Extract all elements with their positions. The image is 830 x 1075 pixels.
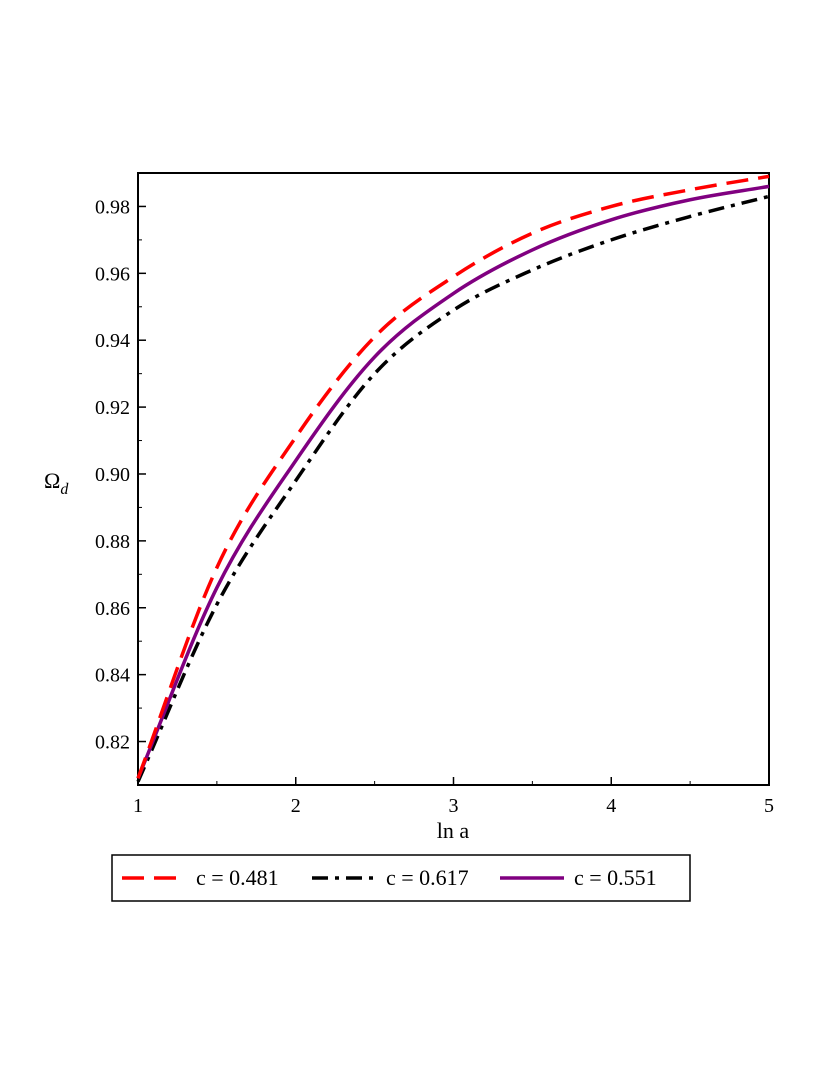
legend: c = 0.481 c = 0.617 c = 0.551: [111, 854, 691, 902]
y-tick-label: 0.88: [95, 531, 130, 553]
x-tick-label: 2: [291, 795, 301, 817]
x-tick-label: 4: [606, 795, 616, 817]
y-tick-label: 0.86: [95, 598, 130, 620]
y-axis: 0.82 0.84 0.86 0.88 0.90 0.92 0.94 0.96 0.98: [95, 196, 146, 754]
y-tick-label: 0.94: [95, 330, 130, 352]
y-tick-label: 0.82: [95, 732, 130, 754]
y-axis-label: Ωd: [44, 468, 69, 498]
legend-label-3: c = 0.551: [574, 865, 657, 890]
x-tick-label: 3: [449, 795, 459, 817]
series-line-1: [136, 174, 770, 779]
legend-label-1: c = 0.481: [196, 865, 279, 890]
x-axis-label: ln a: [437, 818, 470, 843]
series-layer: [136, 174, 770, 783]
y-tick-label: 0.98: [95, 196, 130, 218]
y-tick-label: 0.84: [95, 665, 130, 687]
series-line-3: [136, 184, 770, 779]
series-line-2: [136, 194, 770, 783]
x-axis: 1 2 3 4 5: [133, 777, 774, 817]
y-tick-label: 0.92: [95, 397, 130, 419]
x-tick-label: 1: [133, 795, 143, 817]
x-tick-label: 5: [764, 795, 774, 817]
y-tick-label: 0.96: [95, 263, 130, 285]
legend-box: [111, 854, 691, 902]
plot-frame: [137, 172, 770, 786]
legend-label-2: c = 0.617: [386, 865, 469, 890]
y-tick-label: 0.90: [95, 464, 130, 486]
